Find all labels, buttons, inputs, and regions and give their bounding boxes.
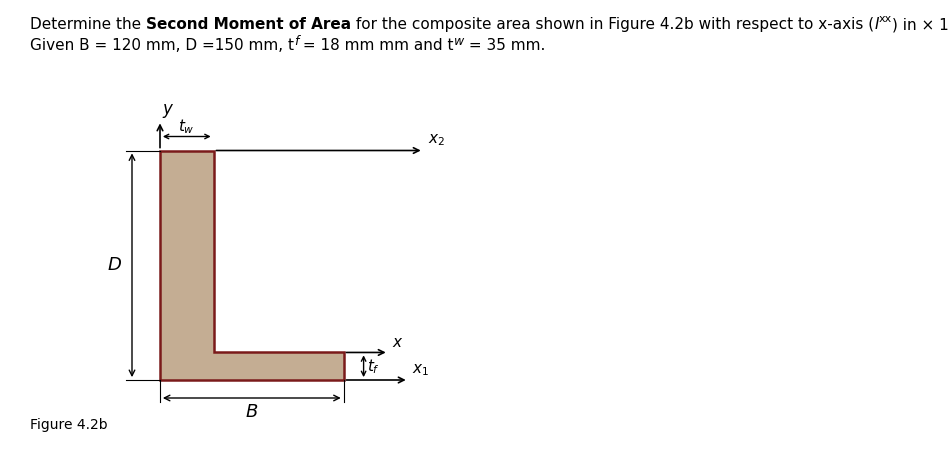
Text: $D$: $D$ bbox=[107, 256, 122, 274]
Text: w: w bbox=[454, 35, 464, 48]
Polygon shape bbox=[160, 150, 344, 380]
Text: Figure 4.2b: Figure 4.2b bbox=[30, 418, 107, 432]
Text: xx: xx bbox=[879, 14, 892, 24]
Text: = 18 mm mm and t: = 18 mm mm and t bbox=[298, 38, 454, 53]
Text: $B$: $B$ bbox=[245, 403, 258, 421]
Text: = 35 mm.: = 35 mm. bbox=[464, 38, 546, 53]
Text: $x$: $x$ bbox=[392, 335, 403, 351]
Text: for the composite area shown in Figure 4.2b with respect to x-axis (: for the composite area shown in Figure 4… bbox=[351, 17, 874, 32]
Text: Second Moment of Area: Second Moment of Area bbox=[146, 17, 351, 32]
Text: Given B = 120 mm, D =150 mm, t: Given B = 120 mm, D =150 mm, t bbox=[30, 38, 294, 53]
Text: $y$: $y$ bbox=[162, 102, 175, 120]
Text: f: f bbox=[294, 35, 298, 48]
Text: $t_w$: $t_w$ bbox=[178, 117, 195, 135]
Text: ) in × 10: ) in × 10 bbox=[892, 17, 949, 32]
Text: $x_1$: $x_1$ bbox=[412, 362, 429, 378]
Text: $x_2$: $x_2$ bbox=[428, 133, 445, 148]
Text: I: I bbox=[874, 17, 879, 32]
Text: $t_f$: $t_f$ bbox=[366, 357, 380, 376]
Text: Determine the: Determine the bbox=[30, 17, 146, 32]
